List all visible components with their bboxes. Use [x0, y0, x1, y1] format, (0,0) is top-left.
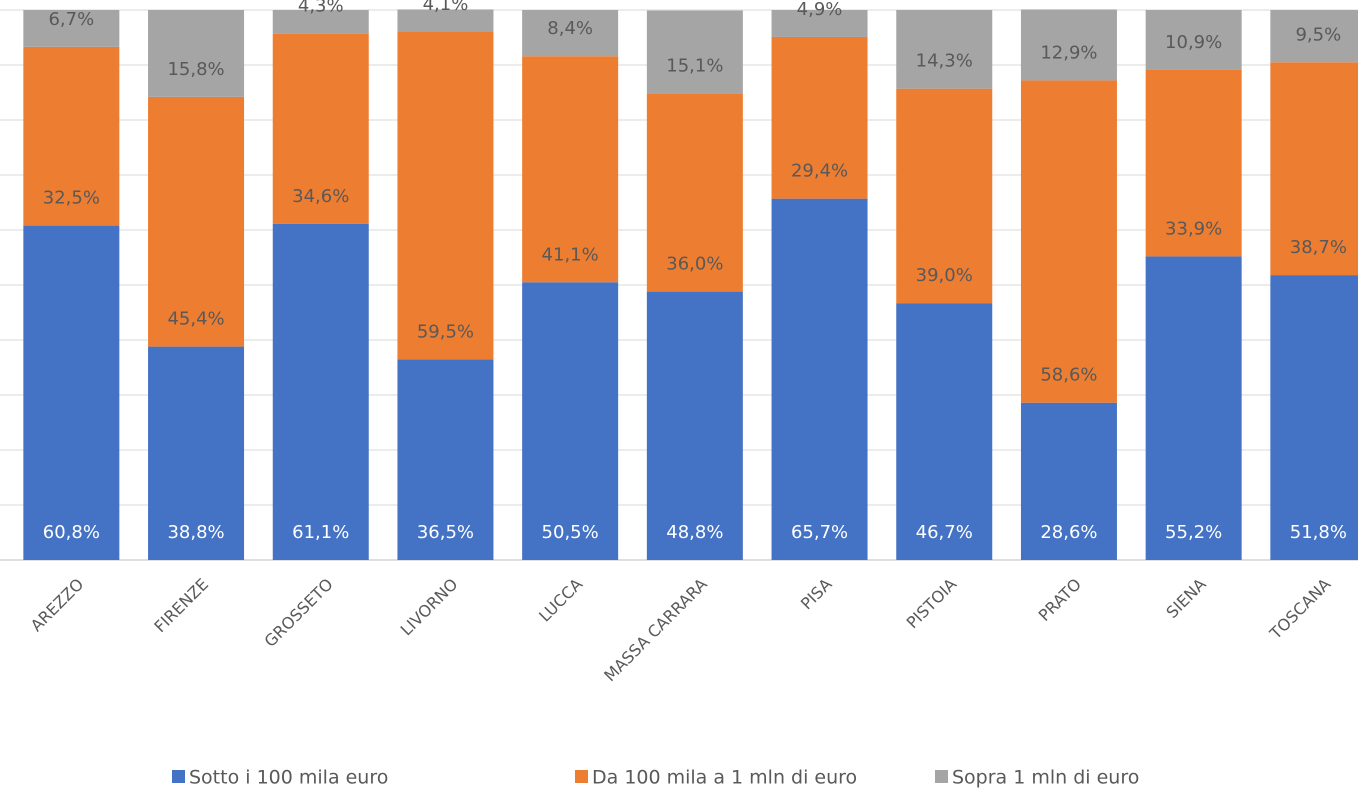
x-tick-label: LIVORNO [397, 575, 462, 640]
bar-segment [272, 10, 369, 34]
bar-segment [771, 198, 868, 560]
bar-segment [522, 282, 619, 560]
data-label: 34,6% [292, 186, 349, 207]
data-label: 59,5% [417, 321, 474, 342]
bar-segment [1270, 10, 1358, 63]
data-label: 8,4% [547, 18, 593, 39]
x-tick-label: MASSA CARRARA [600, 575, 711, 686]
bar-segment [148, 346, 245, 560]
data-label: 29,4% [791, 161, 848, 182]
data-label: 58,6% [1040, 365, 1097, 386]
bar-segment [522, 10, 619, 57]
data-label: 55,2% [1165, 522, 1222, 543]
bar-segment [896, 88, 993, 304]
bar-segment [397, 32, 494, 360]
data-label: 46,7% [916, 522, 973, 543]
data-label: 33,9% [1165, 218, 1222, 239]
bar-segment [1020, 80, 1117, 403]
bar-segment [771, 10, 868, 37]
x-tick-label: TOSCANA [1265, 575, 1334, 644]
bar-segment [646, 93, 743, 292]
data-label: 9,5% [1295, 24, 1341, 45]
x-tick-label: PISA [797, 575, 836, 614]
data-label: 45,4% [167, 309, 224, 330]
data-label: 32,5% [43, 188, 100, 209]
bar-segment [23, 46, 120, 226]
bar-segment [1270, 275, 1358, 560]
bar-segment [1020, 402, 1117, 560]
data-label: 38,8% [167, 522, 224, 543]
data-label: 65,7% [791, 522, 848, 543]
bar-segment [646, 10, 743, 94]
data-label: 51,8% [1290, 522, 1347, 543]
data-label: 4,1% [423, 0, 469, 15]
data-label: 60,8% [43, 522, 100, 543]
data-label: 6,7% [48, 9, 94, 30]
data-label: 36,0% [666, 254, 723, 275]
bar-segment [23, 225, 120, 560]
data-label: 4,9% [797, 0, 843, 20]
data-label: 14,3% [916, 51, 973, 72]
x-tick-label: GROSSETO [260, 575, 336, 651]
bar-segment [272, 33, 369, 224]
legend-swatch [575, 770, 588, 783]
x-tick-label: LUCCA [535, 575, 586, 626]
bar-segment [397, 359, 494, 560]
bar-segment [771, 36, 868, 199]
bar-segment [896, 10, 993, 89]
bar-segment [646, 291, 743, 560]
data-label: 48,8% [666, 522, 723, 543]
legend-swatch [172, 770, 185, 783]
bar-segment [397, 9, 494, 32]
data-label: 36,5% [417, 522, 474, 543]
bar-segment [148, 10, 245, 97]
bar-segment [272, 223, 369, 560]
legend-label: Da 100 mila a 1 mln di euro [592, 767, 857, 789]
x-tick-label: SIENA [1162, 575, 1209, 622]
bar-segment [1270, 62, 1358, 276]
bar-segment [148, 96, 245, 347]
bar-segment [1145, 69, 1242, 257]
x-tick-label: PISTOIA [903, 575, 961, 633]
data-label: 12,9% [1040, 42, 1097, 63]
bar-segment [23, 10, 120, 47]
data-label: 50,5% [542, 522, 599, 543]
bar-segment [522, 56, 619, 283]
legend-swatch [935, 770, 948, 783]
data-label: 15,1% [666, 56, 723, 77]
data-label: 15,8% [167, 59, 224, 80]
data-label: 38,7% [1290, 237, 1347, 258]
bar-segment [1020, 9, 1117, 81]
data-label: 39,0% [916, 265, 973, 286]
data-label: 41,1% [542, 244, 599, 265]
x-tick-label: PRATO [1035, 575, 1085, 625]
legend-label: Sopra 1 mln di euro [952, 767, 1139, 789]
data-label: 10,9% [1165, 32, 1222, 53]
legend-label: Sotto i 100 mila euro [189, 767, 388, 789]
data-label: 61,1% [292, 522, 349, 543]
bar-segment [1145, 256, 1242, 560]
bar-segment [896, 303, 993, 560]
x-tick-label: AREZZO [27, 575, 88, 636]
data-label: 28,6% [1040, 522, 1097, 543]
bar-segment [1145, 10, 1242, 70]
x-tick-label: FIRENZE [150, 575, 212, 637]
data-label: 4,3% [298, 0, 344, 17]
